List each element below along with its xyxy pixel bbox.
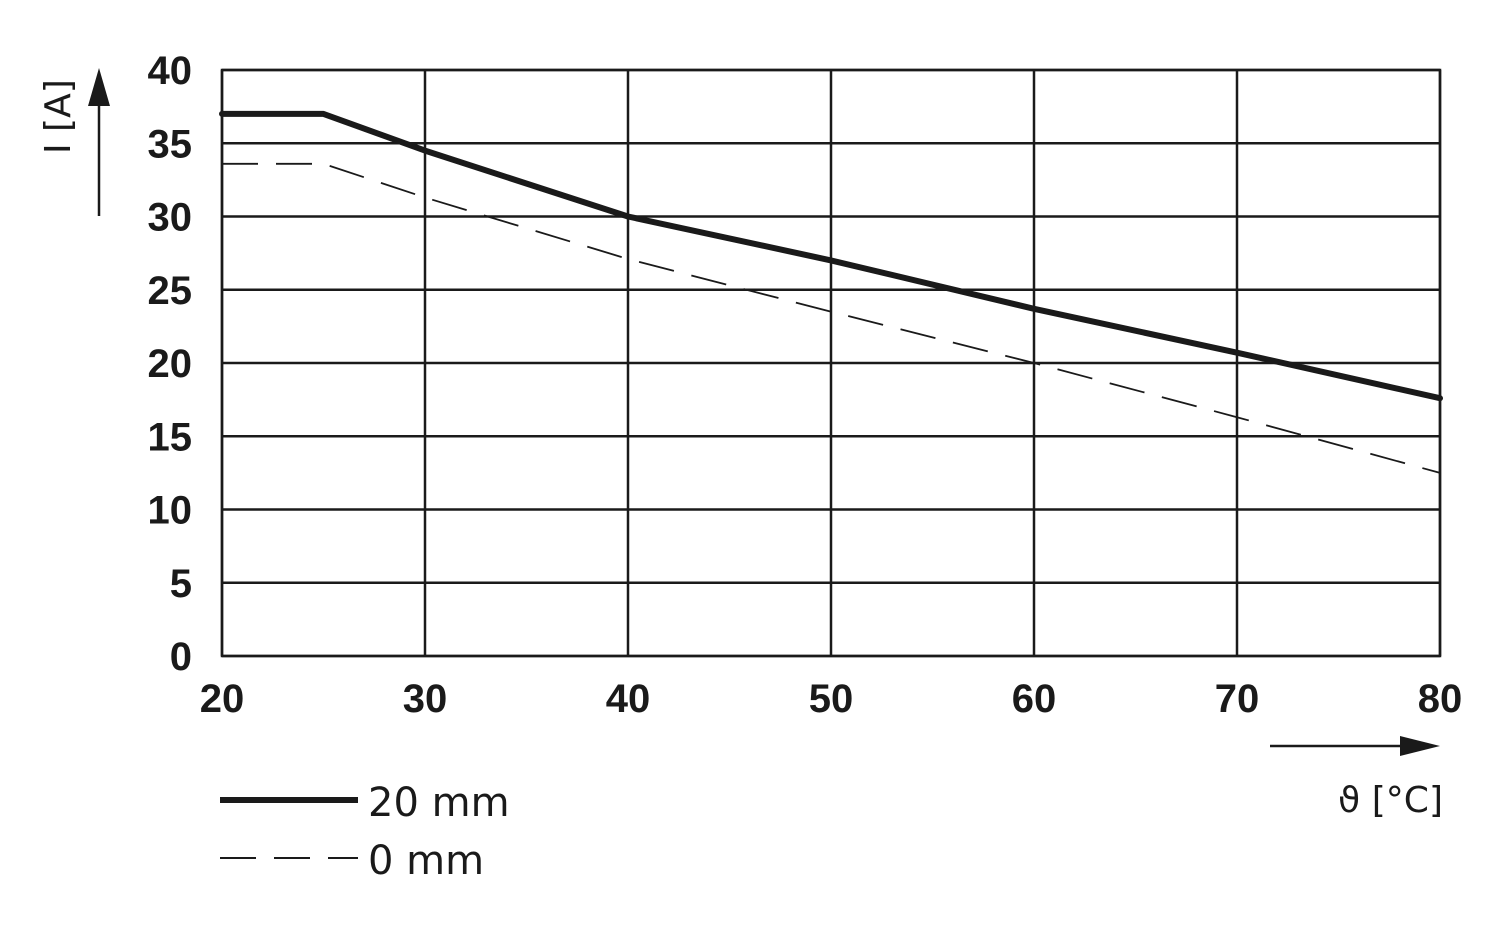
y-tick-label: 25	[148, 269, 193, 313]
x-axis-label: ϑ [°C]	[1338, 780, 1443, 821]
y-tick-label: 10	[148, 489, 193, 533]
x-tick-label: 80	[1418, 677, 1463, 721]
x-tick-label: 40	[606, 677, 651, 721]
series-line-0mm	[222, 162, 1441, 474]
y-axis-label: I [A]	[38, 79, 79, 154]
y-tick-label: 30	[148, 196, 193, 240]
x-axis-arrow-head	[1400, 736, 1440, 756]
y-tick-label: 40	[148, 49, 193, 93]
legend-label-20mm: 20 mm	[368, 780, 510, 826]
y-axis-arrow-head	[88, 68, 110, 106]
x-tick-label: 30	[403, 677, 448, 721]
grid	[220, 68, 1442, 658]
legend: 20 mm 0 mm	[220, 780, 510, 884]
x-tick-label: 60	[1012, 677, 1057, 721]
y-tick-label: 20	[148, 342, 193, 386]
x-tick-label: 50	[809, 677, 854, 721]
y-tick-label: 35	[148, 122, 193, 166]
y-tick-labels: 0 5 10 15 20 25 30 35 40	[148, 49, 193, 679]
plot-frame	[220, 68, 1442, 658]
series-lines	[219, 110, 1443, 474]
series-line-20mm	[219, 110, 1443, 402]
x-tick-labels: 20 30 40 50 60 70 80	[200, 677, 1463, 721]
y-tick-label: 0	[170, 635, 192, 679]
x-tick-label: 70	[1215, 677, 1260, 721]
y-tick-label: 15	[148, 415, 193, 459]
y-tick-label: 5	[170, 562, 192, 606]
legend-label-0mm: 0 mm	[368, 838, 484, 884]
x-tick-label: 20	[200, 677, 245, 721]
